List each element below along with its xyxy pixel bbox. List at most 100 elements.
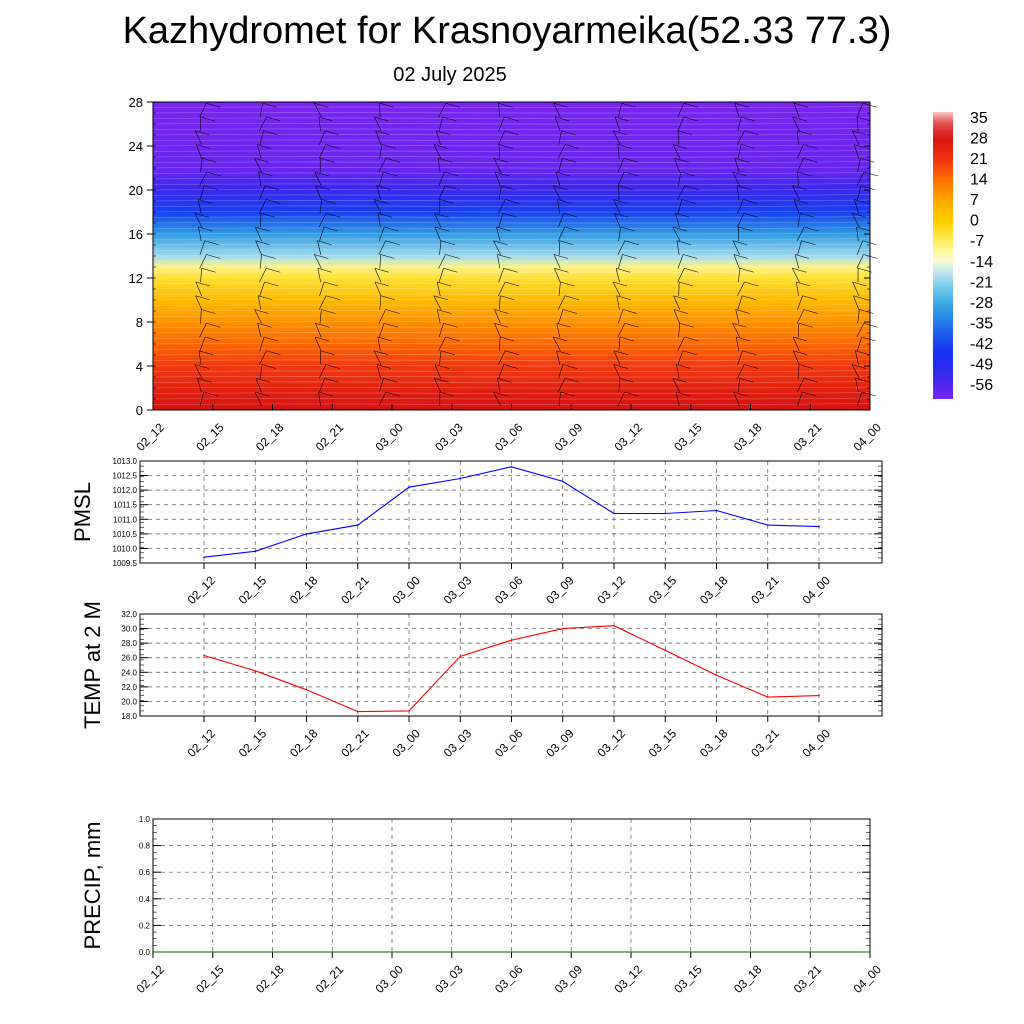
- wind-barb: [319, 309, 322, 324]
- wind-barb: [674, 158, 680, 173]
- wind-barb: [676, 240, 680, 255]
- contour-line: [152, 298, 871, 301]
- wind-barb: [853, 295, 860, 310]
- x-tick-label: 02_12: [133, 420, 167, 454]
- wind-barb: [856, 171, 865, 187]
- wind-barb: [677, 185, 685, 200]
- x-tick-label: 03_15: [646, 726, 680, 760]
- wind-barb-flag: [803, 144, 818, 149]
- y-axis-label: PRECIP, mm: [80, 822, 105, 950]
- colorbar-label: -14: [970, 254, 993, 271]
- wind-barb: [497, 378, 501, 393]
- wind-barb: [438, 103, 447, 118]
- wind-barb-flag: [203, 391, 218, 397]
- wind-barb-flag: [433, 295, 448, 301]
- wind-barb: [254, 158, 262, 173]
- wind-barb-flag: [802, 391, 817, 397]
- contour-line: [152, 375, 871, 378]
- x-tick-label: 02_18: [253, 962, 287, 996]
- colorbar-label: -21: [970, 274, 993, 291]
- temp-2m-panel: 32.0 30.0 28.0 26.0 24.0 22.0 20.0 18.0 02_12 02_…: [80, 601, 883, 760]
- wind-barb: [438, 336, 446, 352]
- wind-barb: [197, 199, 202, 214]
- colorbar-label: 35: [970, 110, 988, 127]
- y-tick-label: 1.0: [139, 815, 151, 824]
- wind-barb: [617, 323, 626, 338]
- contour-line: [152, 381, 871, 383]
- wind-barb-flag: [502, 212, 517, 218]
- wind-barb-flag: [677, 130, 693, 136]
- wind-barb-flag: [555, 171, 570, 177]
- wind-barb: [557, 226, 566, 242]
- wind-barb-flag: [384, 322, 399, 328]
- x-tick-label: 02_15: [236, 726, 270, 760]
- wind-barb: [199, 323, 207, 338]
- x-tick-label: 03_15: [671, 420, 705, 454]
- contour-line: [152, 238, 871, 240]
- data-point: [570, 951, 573, 953]
- wind-barb: [737, 116, 742, 132]
- wind-barb-flag: [257, 322, 272, 328]
- wind-barb: [319, 130, 326, 145]
- wind-barb: [797, 130, 799, 145]
- wind-barb: [498, 199, 506, 214]
- colorbar-label: 21: [970, 151, 988, 168]
- y-tick-label: 16: [129, 227, 143, 242]
- contour-line: [152, 188, 871, 191]
- wind-barb-flag: [616, 267, 631, 273]
- wind-barb-flag: [434, 377, 449, 383]
- wind-barb: [796, 378, 805, 393]
- wind-barb: [373, 199, 382, 214]
- wind-barb: [797, 364, 800, 379]
- wind-barb: [553, 254, 561, 269]
- wind-barb-flag: [495, 171, 510, 177]
- wind-barb-flag: [314, 336, 330, 342]
- wind-barb-flag: [553, 254, 569, 259]
- wind-barb: [617, 144, 620, 159]
- data-point: [613, 624, 615, 627]
- wind-barb-flag: [374, 116, 389, 122]
- contour-line: [152, 183, 871, 185]
- wind-barb: [438, 268, 444, 283]
- y-tick-label: 1013.0: [113, 457, 138, 466]
- y-tick-label: 20.0: [121, 697, 137, 706]
- contour-line: [152, 227, 871, 229]
- wind-barb-flag: [732, 171, 747, 177]
- wind-barb: [195, 144, 202, 159]
- x-tick-label: 03_03: [432, 962, 466, 996]
- y-tick-label: 0: [136, 403, 143, 418]
- wind-barb: [374, 268, 382, 283]
- wind-barb-flag: [855, 350, 870, 356]
- colorbar-label: 0: [970, 213, 979, 230]
- wind-barb: [259, 185, 266, 200]
- wind-barb: [194, 130, 203, 145]
- wind-barb: [374, 116, 382, 132]
- wind-barb: [737, 295, 743, 310]
- contour-line: [152, 221, 871, 224]
- wind-barb: [314, 171, 322, 187]
- wind-barb: [557, 144, 566, 159]
- wind-barb: [618, 226, 621, 242]
- wind-barb-flag: [792, 267, 807, 273]
- x-tick-label: 03_15: [671, 962, 705, 996]
- wind-barb-flag: [317, 240, 332, 246]
- wind-barb: [614, 213, 621, 228]
- wind-barb: [675, 391, 680, 407]
- contour-line: [152, 331, 871, 334]
- contour-line: [152, 353, 871, 356]
- wind-barb: [851, 213, 860, 228]
- wind-barb: [319, 199, 322, 214]
- wind-barb-flag: [380, 254, 395, 259]
- wind-barb-flag: [622, 309, 638, 314]
- wind-barb-flag: [263, 130, 278, 136]
- wind-barb: [792, 185, 800, 200]
- wind-barb: [793, 199, 800, 214]
- wind-barb: [379, 254, 381, 269]
- contour-line: [152, 122, 871, 125]
- y-tick-label: 12: [129, 271, 143, 286]
- y-tick-label: 1011.0: [113, 515, 137, 524]
- wind-barb-flag: [556, 322, 571, 328]
- contour-line: [152, 106, 871, 108]
- wind-barb-flag: [799, 364, 814, 369]
- x-tick-label: 04_00: [850, 962, 884, 996]
